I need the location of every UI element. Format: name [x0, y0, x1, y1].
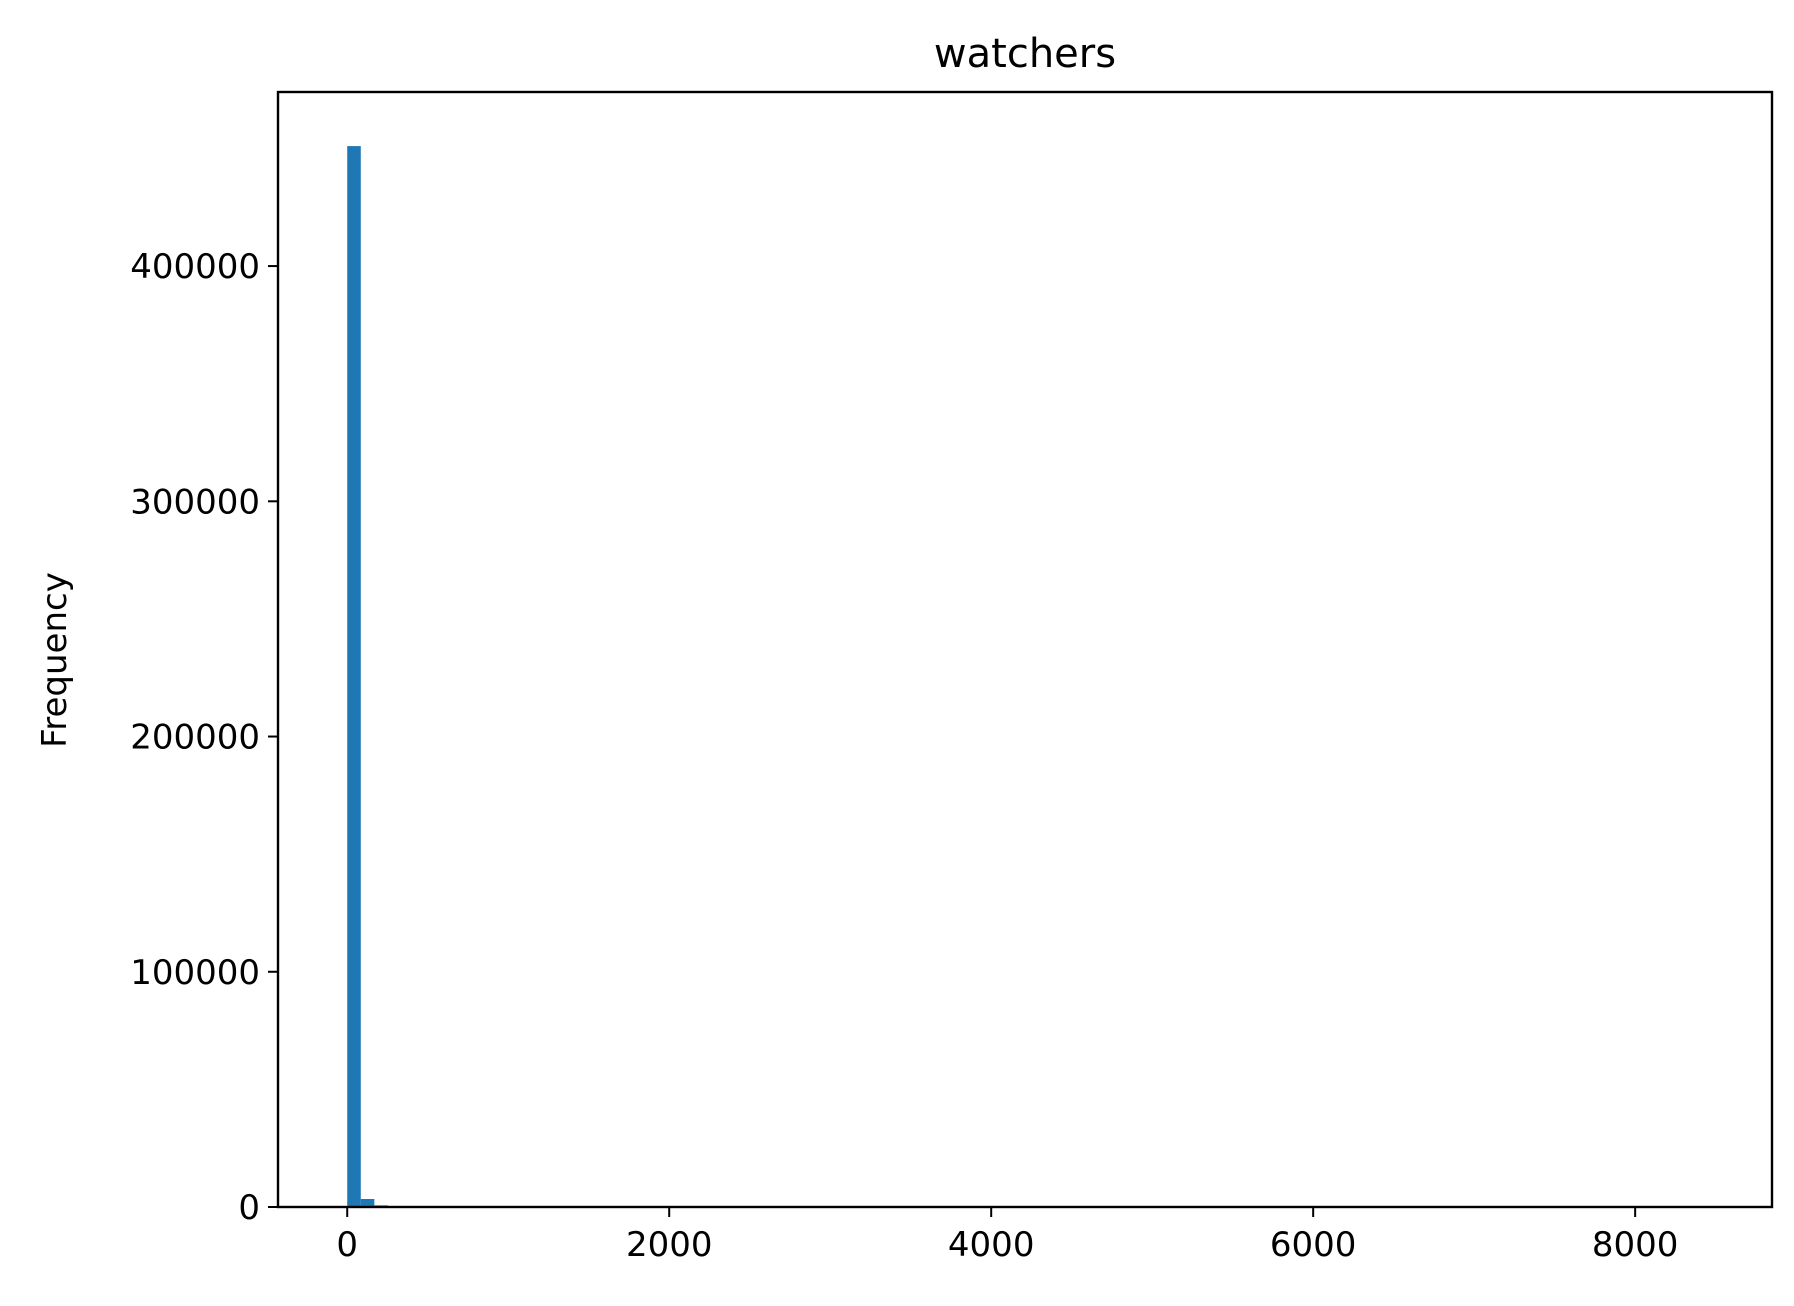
chart-title: watchers [934, 31, 1116, 77]
y-tick-label: 100000 [130, 953, 260, 993]
y-tick-label: 400000 [130, 247, 260, 287]
histogram-bar [347, 146, 361, 1208]
y-axis-label: Frequency [35, 572, 75, 748]
x-tick-label: 4000 [948, 1225, 1035, 1265]
bars-layer [347, 146, 388, 1208]
x-tick-label: 8000 [1592, 1225, 1679, 1265]
x-tick-label: 6000 [1270, 1225, 1357, 1265]
y-tick-label: 300000 [130, 482, 260, 522]
plot-frame [276, 90, 1774, 1209]
y-tick-label: 0 [238, 1188, 260, 1228]
histogram-bar [360, 1199, 375, 1207]
x-tick-label: 0 [336, 1225, 358, 1265]
y-tick-label: 200000 [130, 718, 260, 758]
x-axis-ticks: 0 2000 4000 6000 8000 [336, 1207, 1678, 1265]
y-axis-ticks: 0 100000 200000 300000 400000 [130, 247, 278, 1228]
x-tick-label: 2000 [626, 1225, 713, 1265]
